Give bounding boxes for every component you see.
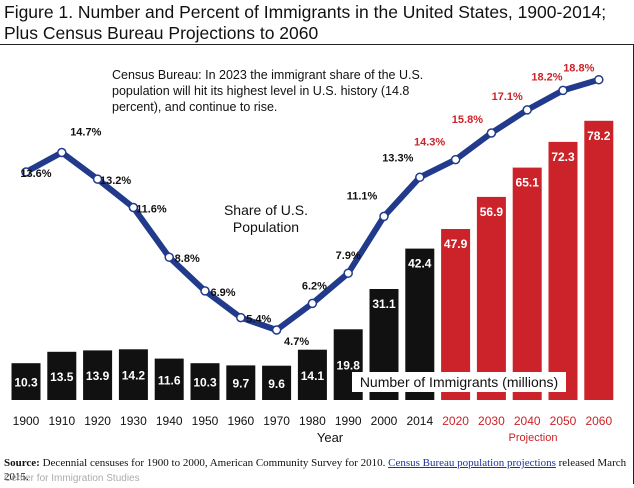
bar-value-1950: 10.3 <box>193 376 217 390</box>
share-point-1940 <box>164 252 174 262</box>
share-point-1970 <box>271 325 282 335</box>
x-tick-2014: 2014 <box>406 414 433 428</box>
x-tick-1970: 1970 <box>263 414 290 428</box>
census-projections-link[interactable]: Census Bureau population projections <box>388 457 556 469</box>
bar-1910 <box>47 351 77 400</box>
share-label-2030: 15.8% <box>452 114 483 126</box>
bar-2060 <box>584 120 614 401</box>
share-label-2050: 18.2% <box>531 71 562 83</box>
bar-1920 <box>83 350 113 400</box>
bar-value-1930: 14.2 <box>122 369 146 383</box>
share-label-1920: 13.2% <box>100 175 131 187</box>
census-annotation: Census Bureau: In 2023 the immigrant sha… <box>112 68 424 114</box>
x-tick-1930: 1930 <box>120 414 147 428</box>
x-tick-2030: 2030 <box>478 414 505 428</box>
share-line-label: Share of U.S. Population <box>223 202 309 235</box>
cis-watermark: Center for Immigration Studies <box>4 473 140 484</box>
bar-1980 <box>297 349 327 400</box>
source-suffix: released March 2015. <box>4 457 627 483</box>
share-point-1910 <box>57 147 67 158</box>
x-tick-1990: 1990 <box>335 414 362 428</box>
x-tick-1940: 1940 <box>156 414 183 428</box>
share-point-2020 <box>450 154 461 165</box>
share-point-2030 <box>486 128 497 138</box>
x-tick-2060: 2060 <box>585 414 612 428</box>
share-point-2000 <box>379 211 389 222</box>
share-label-2040: 17.1% <box>492 91 523 103</box>
x-tick-1900: 1900 <box>13 414 40 428</box>
bar-value-2050: 72.3 <box>551 150 575 164</box>
bar-2050 <box>548 141 578 400</box>
bar-value-1900: 10.3 <box>14 376 38 390</box>
share-point-1990 <box>343 268 353 278</box>
share-point-1950 <box>200 286 210 296</box>
share-point-1960 <box>236 312 246 323</box>
bar-value-1960: 9.7 <box>232 377 249 391</box>
bar-1930 <box>118 349 148 400</box>
bar-2040 <box>512 167 542 400</box>
share-label-1940: 8.8% <box>175 253 200 265</box>
bar-value-2040: 65.1 <box>516 176 540 190</box>
x-tick-1960: 1960 <box>227 414 254 428</box>
share-label-1900: 13.6% <box>20 168 51 180</box>
bar-value-2020: 47.9 <box>444 237 468 251</box>
bar-value-2060: 78.2 <box>587 129 611 143</box>
source-note: Source: Decennial censuses for 1900 to 2… <box>4 456 630 484</box>
x-tick-2020: 2020 <box>442 414 469 428</box>
x-tick-1910: 1910 <box>48 414 75 428</box>
bar-1900 <box>11 363 41 400</box>
x-tick-2050: 2050 <box>550 414 577 428</box>
x-tick-2000: 2000 <box>371 414 398 428</box>
bar-value-1920: 13.9 <box>86 369 110 383</box>
share-label-1990: 7.9% <box>336 250 361 262</box>
share-label-2000: 11.1% <box>347 190 378 202</box>
share-label-2060: 18.8% <box>563 63 594 75</box>
projection-label: Projection <box>508 432 558 444</box>
x-tick-1980: 1980 <box>299 414 326 428</box>
share-point-2060 <box>594 74 604 85</box>
share-label-1980: 6.2% <box>302 280 327 292</box>
source-prefix: Source: <box>4 457 40 469</box>
bar-value-2000: 31.1 <box>372 297 396 311</box>
share-label-1950: 6.9% <box>210 287 235 299</box>
chart-title-line1: Figure 1. Number and Percent of Immigran… <box>4 2 607 22</box>
bar-2020 <box>441 229 471 400</box>
share-point-1900 <box>21 167 31 177</box>
x-tick-2040: 2040 <box>514 414 541 428</box>
x-tick-1920: 1920 <box>84 414 111 428</box>
bar-value-1940: 11.6 <box>158 373 181 387</box>
bar-1960 <box>226 365 256 400</box>
share-point-1980 <box>307 298 318 309</box>
chart-title: Figure 1. Number and Percent of Immigran… <box>4 2 630 44</box>
share-label-2014: 13.3% <box>382 152 413 164</box>
bar-value-2014: 42.4 <box>408 257 432 271</box>
chart-title-line2: Plus Census Bureau Projections to 2060 <box>4 23 319 43</box>
bar-value-1990: 19.8 <box>337 359 361 373</box>
x-tick-1950: 1950 <box>192 414 219 428</box>
share-point-2050 <box>558 85 568 96</box>
bars-legend-label: Number of Immigrants (millions) <box>352 372 566 392</box>
bar-value-1910: 13.5 <box>50 370 74 384</box>
x-axis-title: Year <box>316 430 344 445</box>
share-label-1930: 11.6% <box>136 204 167 216</box>
share-point-1930 <box>128 202 139 213</box>
bar-2030 <box>476 196 506 400</box>
bar-value-1980: 14.1 <box>301 369 325 383</box>
source-text: Decennial censuses for 1900 to 2000, Ame… <box>39 457 389 469</box>
bar-1940 <box>154 358 184 400</box>
bar-1970 <box>262 365 292 400</box>
share-label-1960: 5.4% <box>246 314 271 326</box>
bar-value-1970: 9.6 <box>268 377 285 391</box>
share-label-2020: 14.3% <box>414 137 445 149</box>
share-point-2040 <box>522 105 532 115</box>
bar-1950 <box>190 363 220 400</box>
share-label-1970: 4.7% <box>284 336 309 348</box>
share-label-1910: 14.7% <box>70 127 101 139</box>
share-point-1920 <box>92 174 103 184</box>
share-point-2014 <box>415 172 425 183</box>
bar-value-2030: 56.9 <box>480 205 504 219</box>
